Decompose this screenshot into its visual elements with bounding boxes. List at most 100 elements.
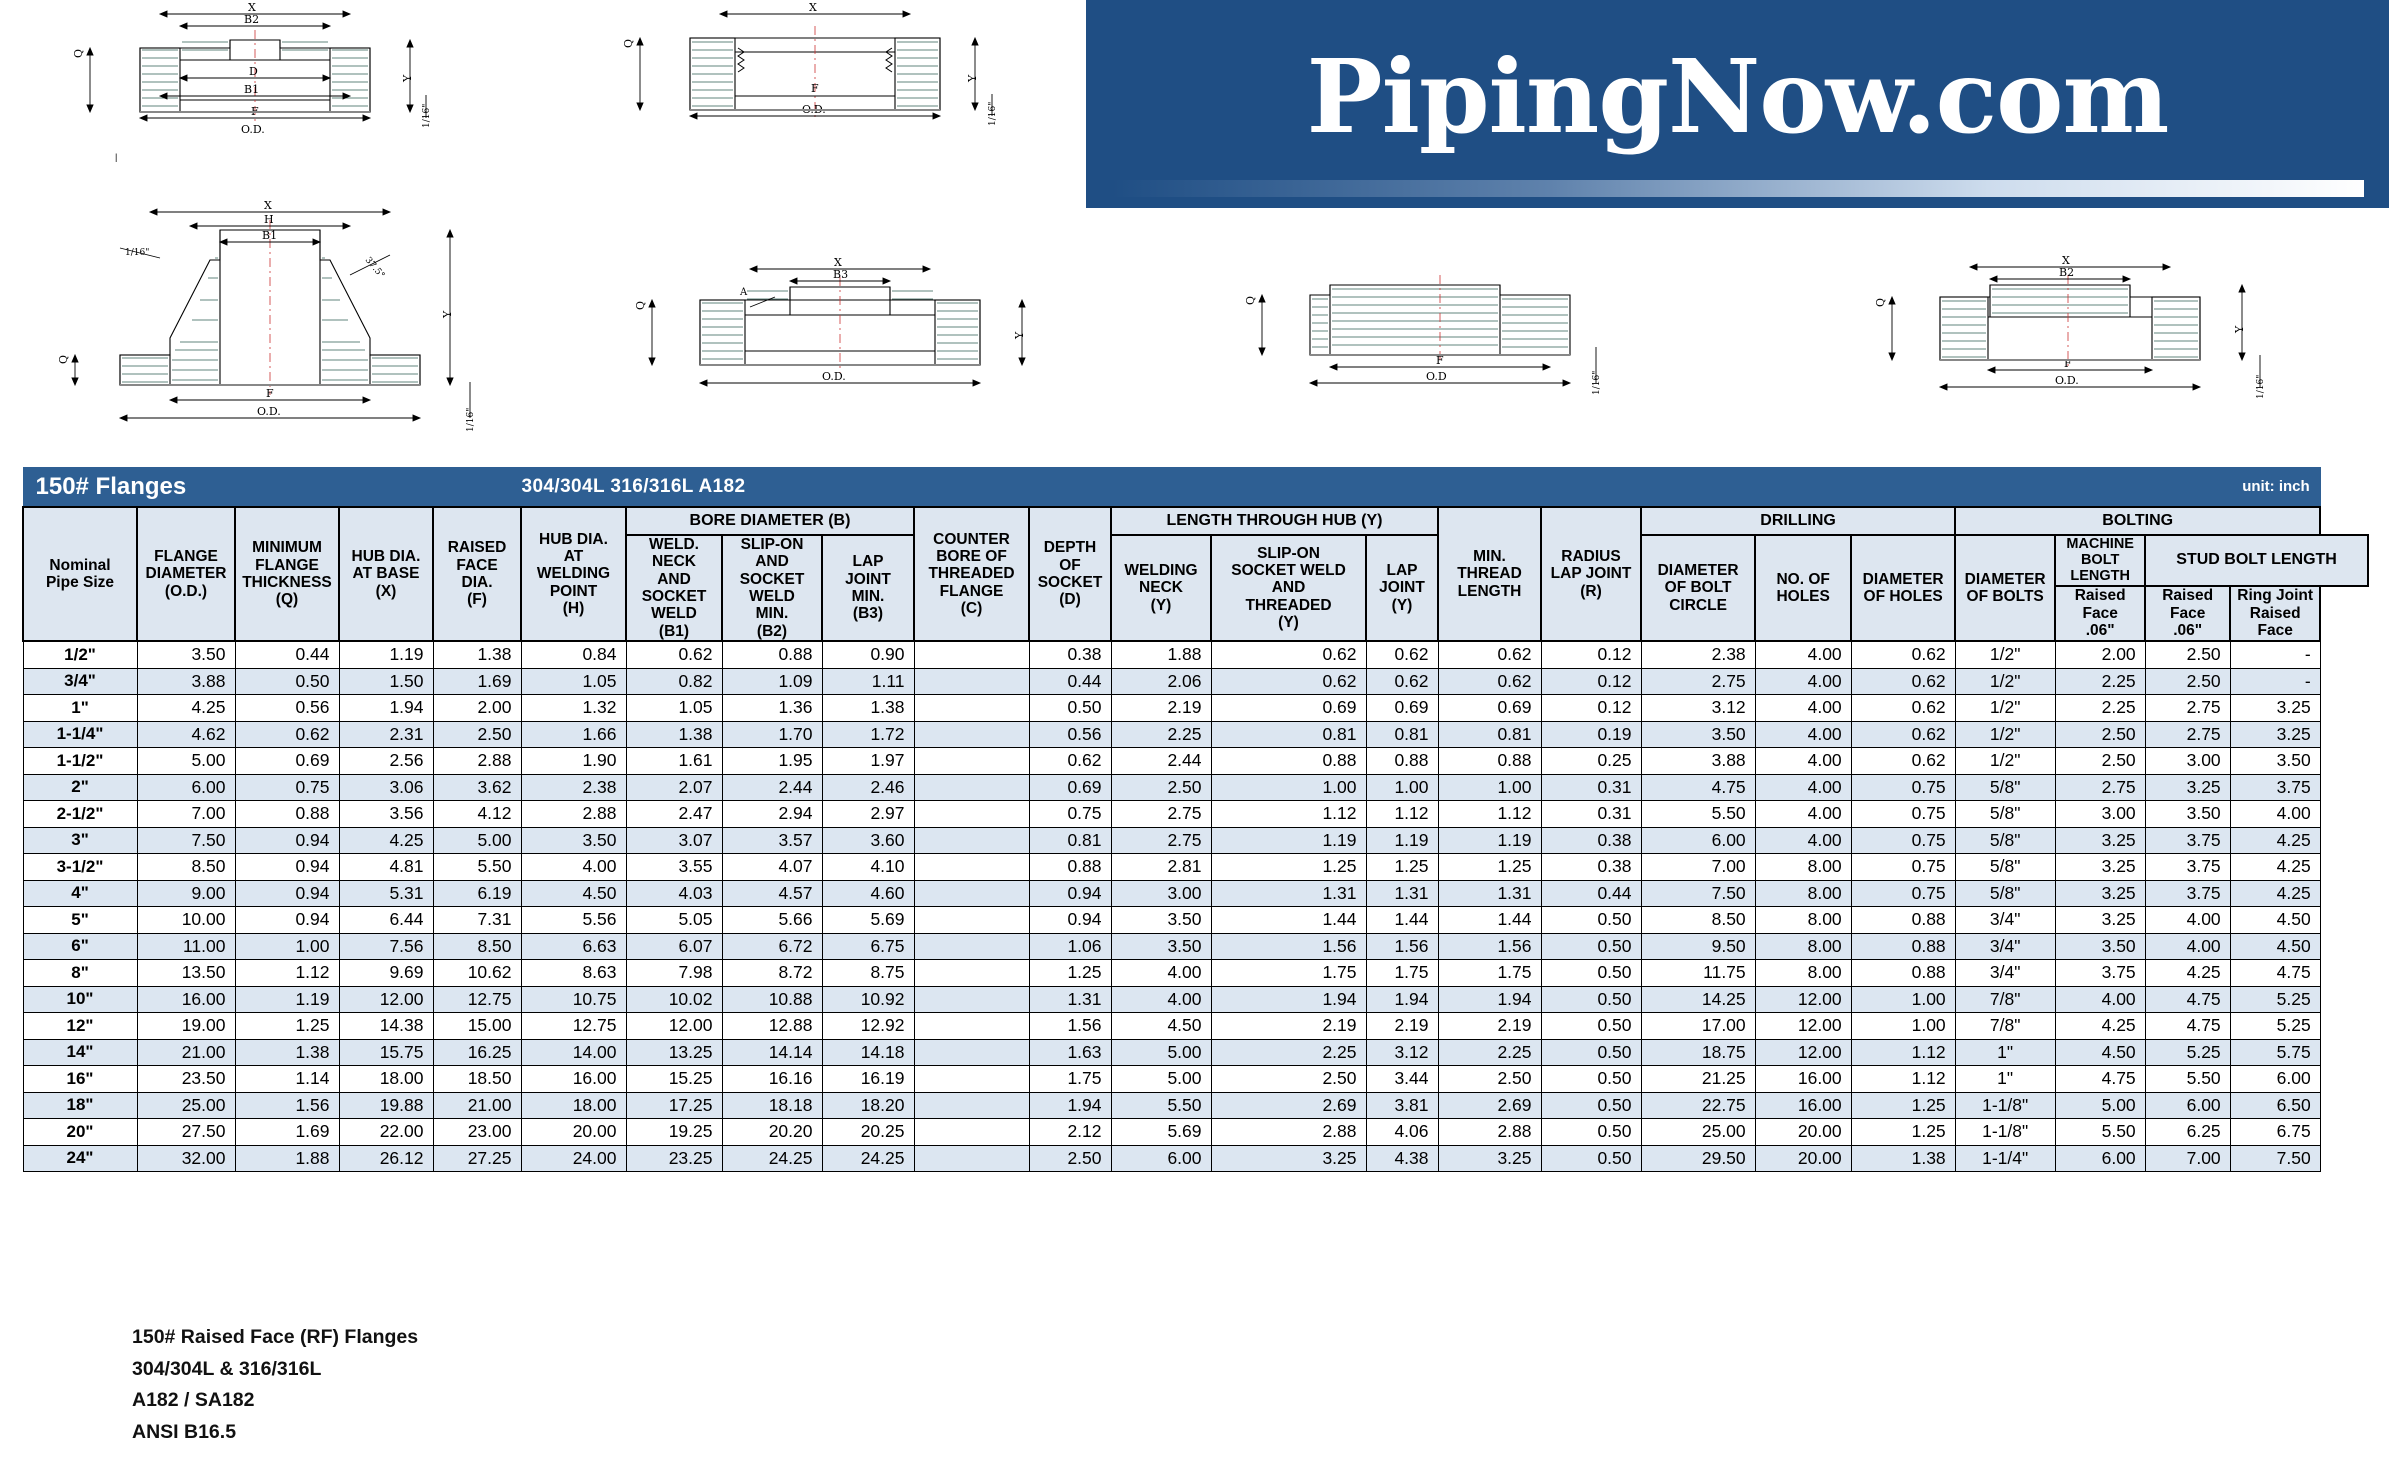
table-row: 1" 4.25 0.56 1.94 2.00 1.32 1.05 1.36 1.38 0.50 2.… [22, 694, 2368, 722]
table-row: 10" 16.00 1.19 12.00 12.75 10.75 10.02 10.88 10.… [22, 985, 2368, 1014]
table-cell: 0.62 [1210, 667, 1367, 696]
table-cell: 3.50 [136, 640, 236, 669]
table-cell: 1.00 [1437, 773, 1542, 802]
table-cell: 3.50 [1110, 932, 1212, 961]
table-cell: 0.50 [1540, 932, 1642, 961]
table-cell: 1.75 [1365, 959, 1439, 987]
table-cell: 0.44 [1540, 879, 1642, 908]
table-cell [913, 826, 1030, 855]
cell-diameter-of-bolts: 5/8" [1954, 826, 2056, 855]
table-cell: 3.50 [1110, 906, 1212, 934]
table-cell: 0.31 [1540, 800, 1642, 828]
cell-diameter-of-bolts: 1-1/4" [1954, 1144, 2056, 1173]
table-cell: 0.62 [1850, 747, 1956, 775]
table-cell: 3.25 [2054, 906, 2146, 934]
row-nominal-pipe-size: 2-1/2" [22, 800, 138, 828]
svg-text:1/16": 1/16" [2256, 375, 2266, 399]
table-cell: 9.00 [136, 879, 236, 908]
table-cell: 2.69 [1437, 1091, 1542, 1120]
row-nominal-pipe-size: 10" [22, 985, 138, 1014]
table-cell: 5.00 [1110, 1038, 1212, 1067]
cell-diameter-of-bolts: 1-1/8" [1954, 1091, 2056, 1120]
table-cell: 8.75 [821, 959, 915, 987]
slip-on-flange-drawing: XB2 DB1 FO.D. Q Y 1/16" | [30, 0, 480, 200]
cell-diameter-of-bolts: 3/4" [1954, 932, 2056, 961]
table-cell: 0.82 [625, 667, 723, 696]
table-cell: 0.50 [1540, 985, 1642, 1014]
table-cell: 0.62 [1850, 694, 1956, 722]
table-cell: 0.62 [1850, 720, 1956, 749]
flange-spec-table: 150# Flanges 304/304L 316/316L A182 unit… [22, 467, 2369, 1173]
table-row: 1/2" 3.50 0.44 1.19 1.38 0.84 0.62 0.88 0.90 0.38… [22, 640, 2368, 669]
cell-diameter-of-bolts: 1/2" [1954, 747, 2056, 775]
table-cell: 14.18 [821, 1038, 915, 1067]
table-cell: 2.56 [338, 747, 434, 775]
table-cell [913, 667, 1030, 696]
table-cell: 3.55 [625, 853, 723, 881]
table-cell: 3.50 [520, 826, 627, 855]
table-row: 4" 9.00 0.94 5.31 6.19 4.50 4.03 4.57 4.60 0.94 3.… [22, 879, 2368, 908]
table-cell: 10.62 [432, 959, 522, 987]
table-row: 1-1/2" 5.00 0.69 2.56 2.88 1.90 1.61 1.95 1.97 0.… [22, 747, 2368, 775]
flange-drawings-strip: XB2 DB1 FO.D. Q Y 1/16" | [0, 0, 2389, 462]
table-cell: 4.50 [1110, 1012, 1212, 1040]
cell-diameter-of-bolts: 7/8" [1954, 1012, 2056, 1040]
table-cell: 1.05 [625, 694, 723, 722]
table-cell: 0.50 [1540, 1091, 1642, 1120]
group-length-through-hub: LENGTH THROUGH HUB (Y) [1110, 506, 1439, 536]
table-cell: 6.44 [338, 906, 434, 934]
table-cell: 21.00 [432, 1091, 522, 1120]
table-cell: 2.88 [432, 747, 522, 775]
table-cell: 0.81 [1028, 826, 1112, 855]
table-cell: 5.31 [338, 879, 434, 908]
table-cell: 25.00 [1640, 1118, 1756, 1146]
table-cell: 1.94 [1028, 1091, 1112, 1120]
svg-text:Q: Q [57, 355, 70, 364]
table-cell: 1.75 [1437, 959, 1542, 987]
table-cell: 22.75 [1640, 1091, 1756, 1120]
col-depth-of-socket: DEPTH OF SOCKET (D) [1028, 505, 1112, 643]
table-cell: 0.25 [1540, 747, 1642, 775]
table-cell [913, 1065, 1030, 1093]
table-cell: 1.19 [234, 985, 340, 1014]
table-cell: 1.32 [520, 694, 627, 722]
table-row: 6" 11.00 1.00 7.56 8.50 6.63 6.07 6.72 6.75 1.06 3… [22, 932, 2368, 961]
table-cell: 10.75 [520, 985, 627, 1014]
table-cell: 17.00 [1640, 1012, 1756, 1040]
table-cell: 2.44 [721, 773, 823, 802]
table-cell: 1.94 [338, 694, 434, 722]
table-cell: 4.10 [821, 853, 915, 881]
table-cell: 2.50 [1210, 1065, 1367, 1093]
table-cell: 14.14 [721, 1038, 823, 1067]
table-cell: 1.97 [821, 747, 915, 775]
table-cell: 2.97 [821, 800, 915, 828]
table-cell [913, 1012, 1030, 1040]
table-cell: 2.75 [1110, 826, 1212, 855]
table-cell: 0.44 [234, 640, 340, 669]
table-cell: 0.88 [1850, 906, 1956, 934]
svg-text:B1: B1 [262, 229, 277, 242]
table-cell: 1.56 [1210, 932, 1367, 961]
table-cell: 8.00 [1754, 906, 1852, 934]
table-cell: 0.75 [1850, 773, 1956, 802]
table-cell: 18.20 [821, 1091, 915, 1120]
socket-weld-flange-drawing: X B3 O.D. Q Y A [590, 255, 1110, 435]
col-bore-lap-joint-min: LAP JOINT MIN. (B3) [821, 533, 915, 643]
table-row: 16" 23.50 1.14 18.00 18.50 16.00 15.25 16.16 16.… [22, 1065, 2368, 1093]
table-cell: 4.25 [2229, 853, 2321, 881]
col-stud-bolt-raised-face: Raised Face .06" [2144, 584, 2232, 643]
table-cell: 24.00 [520, 1144, 627, 1173]
table-cell: 23.50 [136, 1065, 236, 1093]
table-cell: 4.06 [1365, 1118, 1439, 1146]
table-cell: 26.12 [338, 1144, 434, 1173]
table-cell: 1.69 [432, 667, 522, 696]
svg-text:1/16": 1/16" [125, 248, 149, 258]
table-cell: 4.25 [2229, 826, 2321, 855]
weld-neck-flange-drawing: X H B1 F O.D. 1/16" 37.5° Q Y 1/16" [20, 200, 520, 460]
table-cell: 4.75 [1640, 773, 1756, 802]
table-cell: 3.75 [2144, 879, 2231, 908]
svg-text:F: F [266, 387, 274, 400]
col-nominal-pipe-size: Nominal Pipe Size [22, 505, 138, 643]
table-cell: 18.00 [520, 1091, 627, 1120]
table-cell: 0.62 [1437, 640, 1542, 669]
